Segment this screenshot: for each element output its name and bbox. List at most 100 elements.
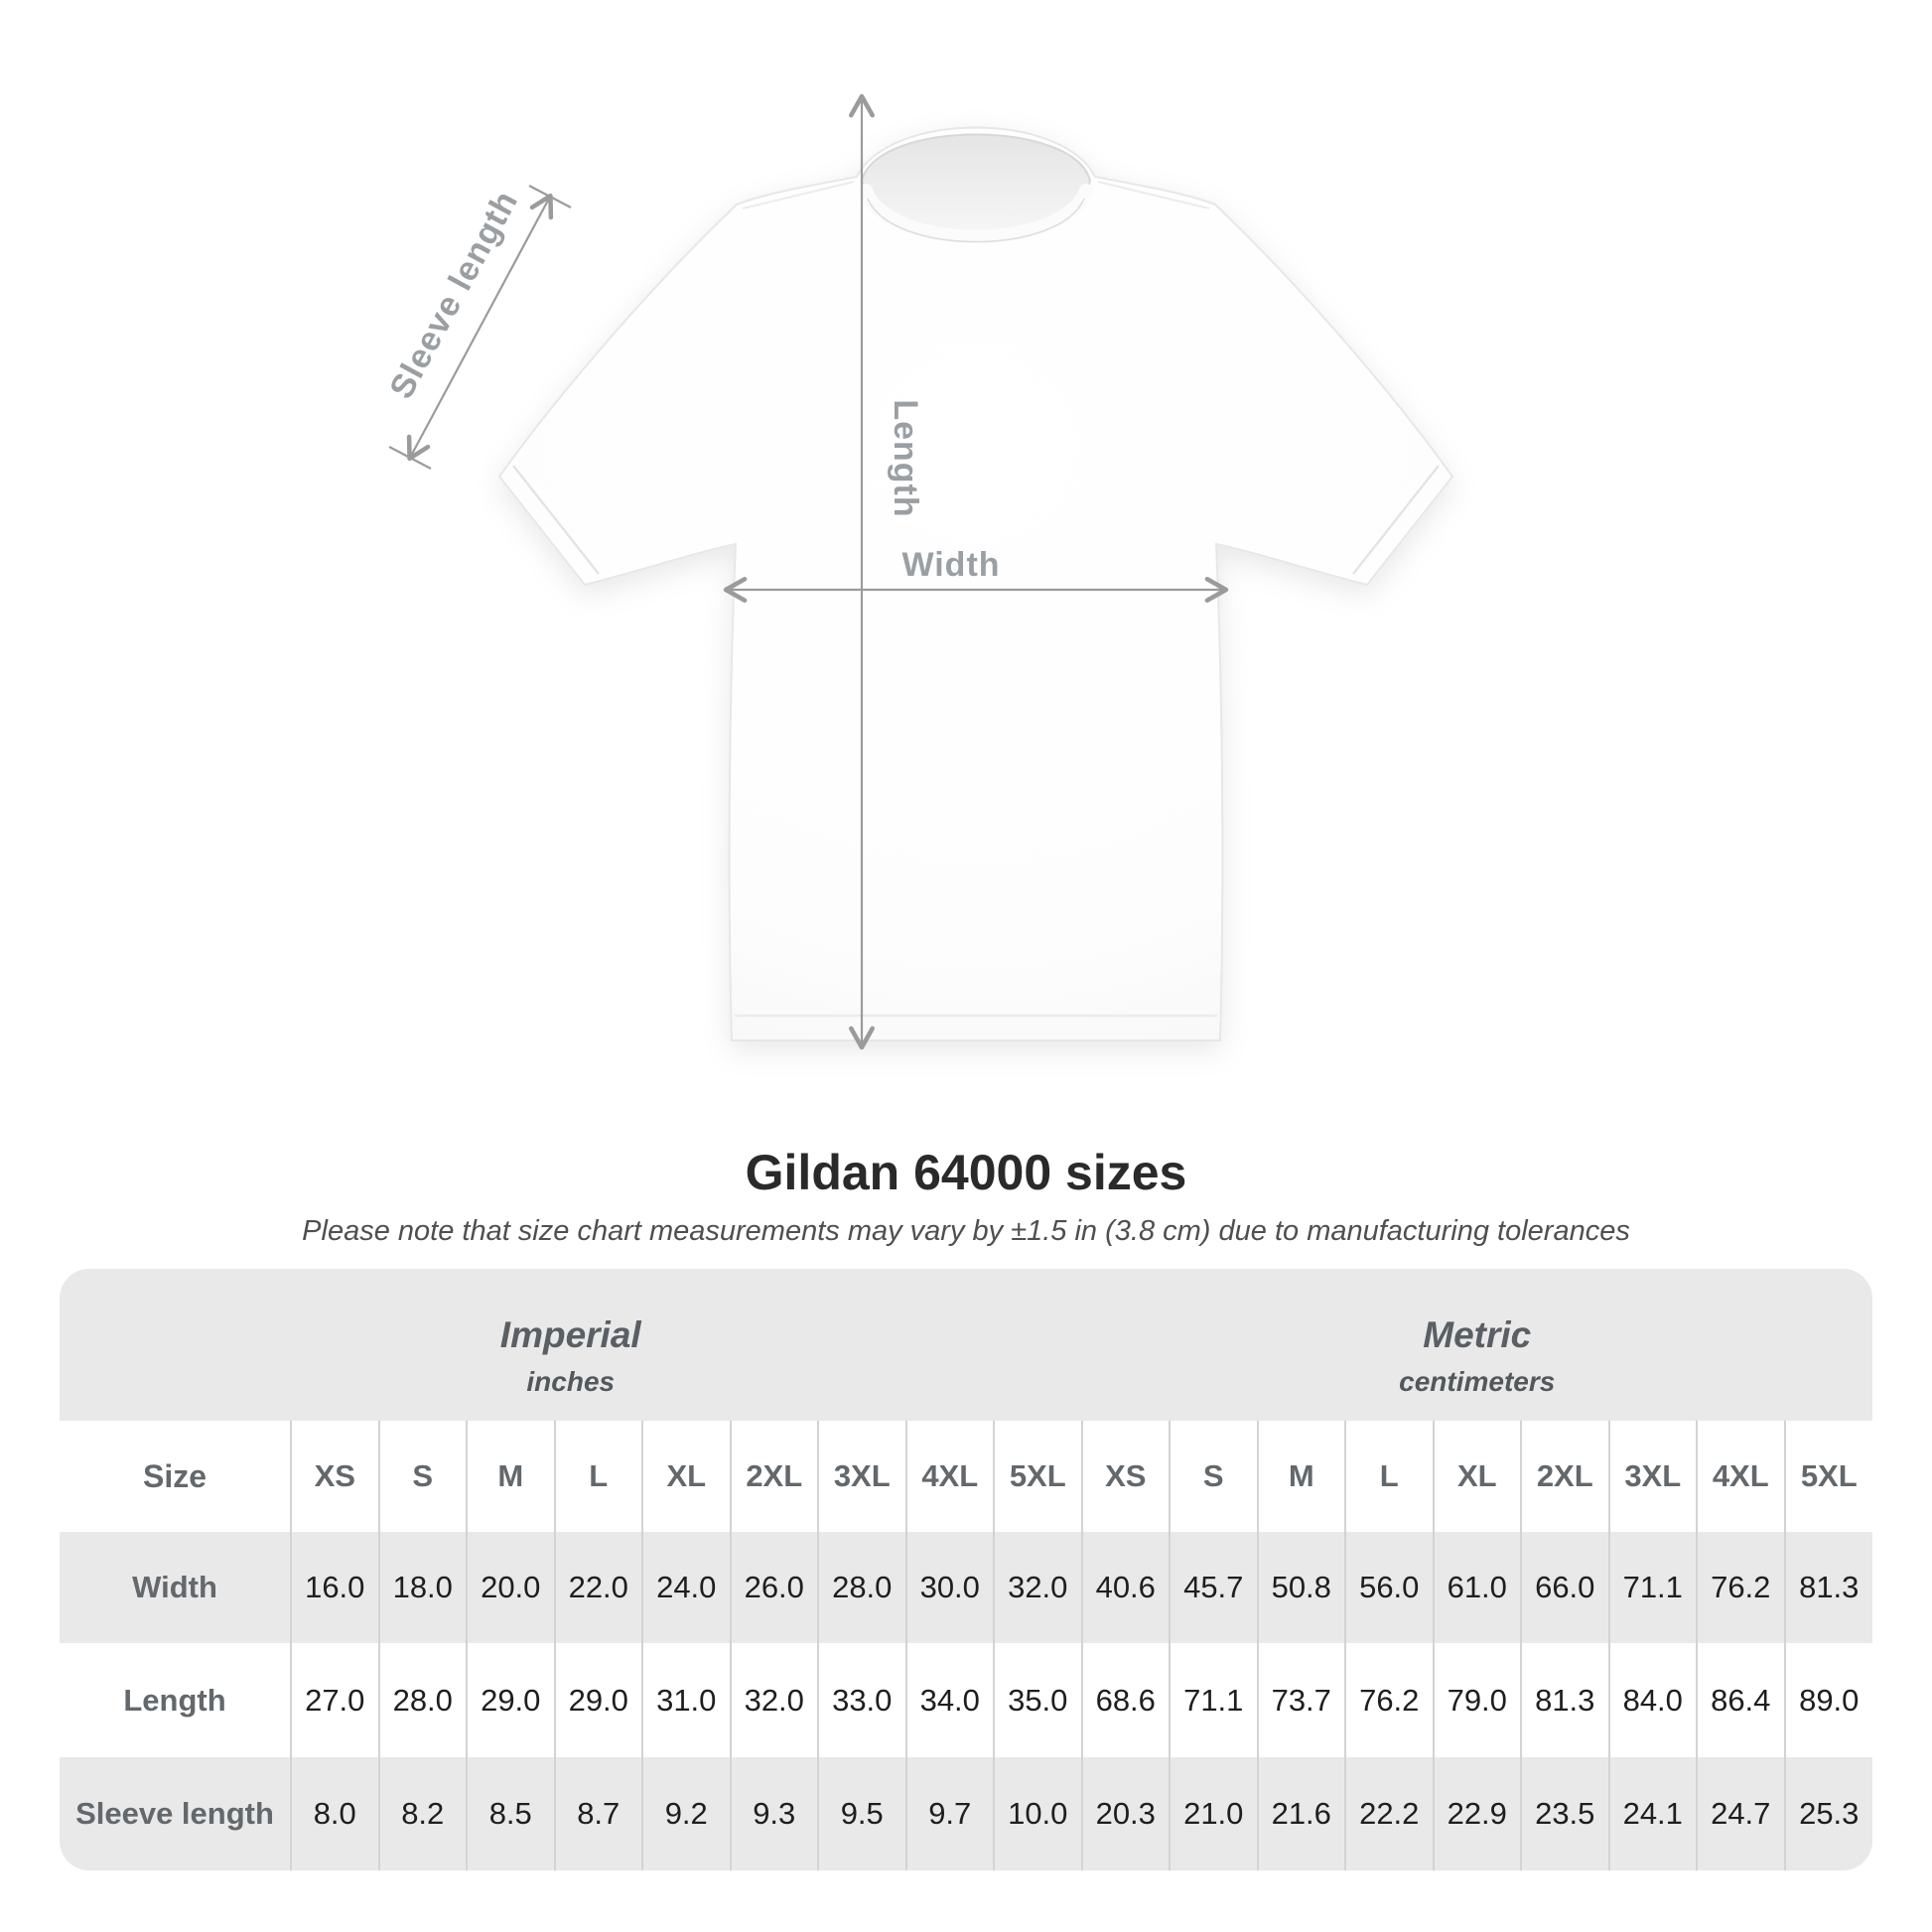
length-metric-value: 68.6: [1080, 1643, 1170, 1757]
metric-band-name: Metric: [1423, 1314, 1532, 1356]
tshirt-graphic: [497, 126, 1454, 1041]
sleeve-imperial-value: 10.0: [993, 1757, 1082, 1870]
width-imperial-value: 20.0: [466, 1532, 555, 1643]
measurement-annotations: [388, 93, 1229, 1050]
size-header-metric-m: M: [1256, 1421, 1345, 1532]
width-imperial-value: 18.0: [377, 1532, 467, 1643]
size-header-metric-4xl: 4XL: [1696, 1421, 1785, 1532]
size-header-metric-2xl: 2XL: [1520, 1421, 1609, 1532]
width-imperial-value: 26.0: [729, 1532, 818, 1643]
tshirt-body: [497, 126, 1454, 1041]
sleeve-imperial-value: 9.5: [817, 1757, 906, 1870]
left-shoulder-seam: [742, 181, 855, 209]
size-diagram: Length Width Sleeve length: [382, 93, 1454, 1050]
table-row-width: Width 16.0 18.0 20.0 22.0 24.0 26.0 28.0…: [60, 1532, 1872, 1643]
size-header-metric-xl: XL: [1432, 1421, 1521, 1532]
size-header-metric-3xl: 3XL: [1607, 1421, 1697, 1532]
length-imperial-value: 29.0: [553, 1643, 642, 1757]
width-metric-value: 40.6: [1080, 1532, 1170, 1643]
page-title: Gildan 64000 sizes: [745, 1145, 1187, 1200]
width-label: Width: [901, 546, 1000, 584]
metric-band: Metric centimeters: [1082, 1269, 1873, 1421]
collar-seam: [867, 198, 1085, 243]
length-imperial-value: 33.0: [817, 1643, 906, 1757]
width-metric-value: 76.2: [1696, 1532, 1785, 1643]
right-shoulder-seam: [1097, 181, 1210, 209]
length-metric-value: 86.4: [1696, 1643, 1785, 1757]
width-metric-value: 66.0: [1520, 1532, 1609, 1643]
length-imperial-value: 32.0: [729, 1643, 818, 1757]
size-header-imperial-xl: XL: [641, 1421, 731, 1532]
sleeve-arrow-bottom-tick: [388, 446, 432, 470]
row-label-width: Width: [132, 1570, 217, 1604]
sleeve-metric-value: 24.1: [1607, 1757, 1697, 1870]
width-metric-value: 56.0: [1344, 1532, 1434, 1643]
imperial-band-name: Imperial: [499, 1314, 641, 1356]
width-imperial-value: 22.0: [553, 1532, 642, 1643]
width-imperial-value: 28.0: [817, 1532, 906, 1643]
length-metric-value: 84.0: [1607, 1643, 1697, 1757]
sleeve-length-arrow: [406, 193, 554, 462]
length-imperial-value: 31.0: [641, 1643, 731, 1757]
size-header-imperial-4xl: 4XL: [904, 1421, 994, 1532]
sleeve-metric-value: 23.5: [1520, 1757, 1609, 1870]
sleeve-imperial-value: 9.3: [729, 1757, 818, 1870]
size-header-imperial-5xl: 5XL: [993, 1421, 1082, 1532]
sleeve-arrow-top-tick: [528, 185, 572, 208]
sleeve-metric-value: 22.2: [1344, 1757, 1434, 1870]
table-row-sleeve-length: Sleeve length 8.0 8.2 8.5 8.7 9.2 9.3 9.…: [60, 1757, 1872, 1870]
width-metric-value: 81.3: [1783, 1532, 1872, 1643]
sleeve-imperial-value: 8.7: [553, 1757, 642, 1870]
length-imperial-value: 28.0: [377, 1643, 467, 1757]
sleeve-metric-value: 24.7: [1696, 1757, 1785, 1870]
imperial-band-unit: inches: [526, 1365, 616, 1397]
length-metric-value: 73.7: [1256, 1643, 1345, 1757]
width-imperial-value: 32.0: [993, 1532, 1082, 1643]
right-cuff-seam: [1352, 465, 1440, 575]
sleeve-metric-value: 20.3: [1080, 1757, 1170, 1870]
size-chart-table: Imperial inches Metric centimeters Size …: [60, 1269, 1872, 1870]
sleeve-metric-value: 22.9: [1432, 1757, 1521, 1870]
length-metric-value: 81.3: [1520, 1643, 1609, 1757]
size-header-row: Size XS S M L XL 2XL 3XL 4XL 5XL XS S M …: [60, 1421, 1872, 1532]
row-label-sleeve-length: Sleeve length: [75, 1796, 274, 1831]
length-imperial-value: 27.0: [290, 1643, 379, 1757]
width-metric-value: 61.0: [1432, 1532, 1521, 1643]
width-imperial-value: 24.0: [641, 1532, 731, 1643]
length-metric-value: 76.2: [1344, 1643, 1434, 1757]
width-metric-value: 71.1: [1607, 1532, 1697, 1643]
size-header-metric-l: L: [1344, 1421, 1434, 1532]
size-header-metric-xs: XS: [1080, 1421, 1170, 1532]
length-metric-value: 79.0: [1432, 1643, 1521, 1757]
tshirt-diagram-svg: Length Width Sleeve length: [382, 93, 1454, 1050]
size-header-imperial-3xl: 3XL: [817, 1421, 906, 1532]
unit-band-row: Imperial inches Metric centimeters: [60, 1269, 1872, 1421]
sleeve-imperial-value: 9.2: [641, 1757, 731, 1870]
size-header-imperial-m: M: [466, 1421, 555, 1532]
width-metric-value: 45.7: [1169, 1532, 1258, 1643]
sleeve-imperial-value: 9.7: [904, 1757, 994, 1870]
table-row-length: Length 27.0 28.0 29.0 29.0 31.0 32.0 33.…: [60, 1643, 1872, 1757]
length-label: Length: [887, 399, 924, 517]
width-imperial-value: 16.0: [290, 1532, 379, 1643]
sleeve-length-label: Sleeve length: [382, 185, 525, 405]
sleeve-metric-value: 21.6: [1256, 1757, 1345, 1870]
length-metric-value: 89.0: [1783, 1643, 1872, 1757]
sleeve-imperial-value: 8.5: [466, 1757, 555, 1870]
sleeve-metric-value: 21.0: [1169, 1757, 1258, 1870]
metric-band-unit: centimeters: [1399, 1365, 1556, 1397]
sleeve-imperial-value: 8.2: [377, 1757, 467, 1870]
length-imperial-value: 35.0: [993, 1643, 1082, 1757]
sleeve-imperial-value: 8.0: [290, 1757, 379, 1870]
size-header-imperial-s: S: [377, 1421, 467, 1532]
size-header-imperial-l: L: [553, 1421, 642, 1532]
length-imperial-value: 34.0: [904, 1643, 994, 1757]
width-metric-value: 50.8: [1256, 1532, 1345, 1643]
length-metric-value: 71.1: [1169, 1643, 1258, 1757]
left-cuff-seam: [512, 465, 600, 575]
width-imperial-value: 30.0: [904, 1532, 994, 1643]
sleeve-metric-value: 25.3: [1783, 1757, 1872, 1870]
length-imperial-value: 29.0: [466, 1643, 555, 1757]
size-header-imperial-2xl: 2XL: [729, 1421, 818, 1532]
size-header-metric-5xl: 5XL: [1783, 1421, 1872, 1532]
